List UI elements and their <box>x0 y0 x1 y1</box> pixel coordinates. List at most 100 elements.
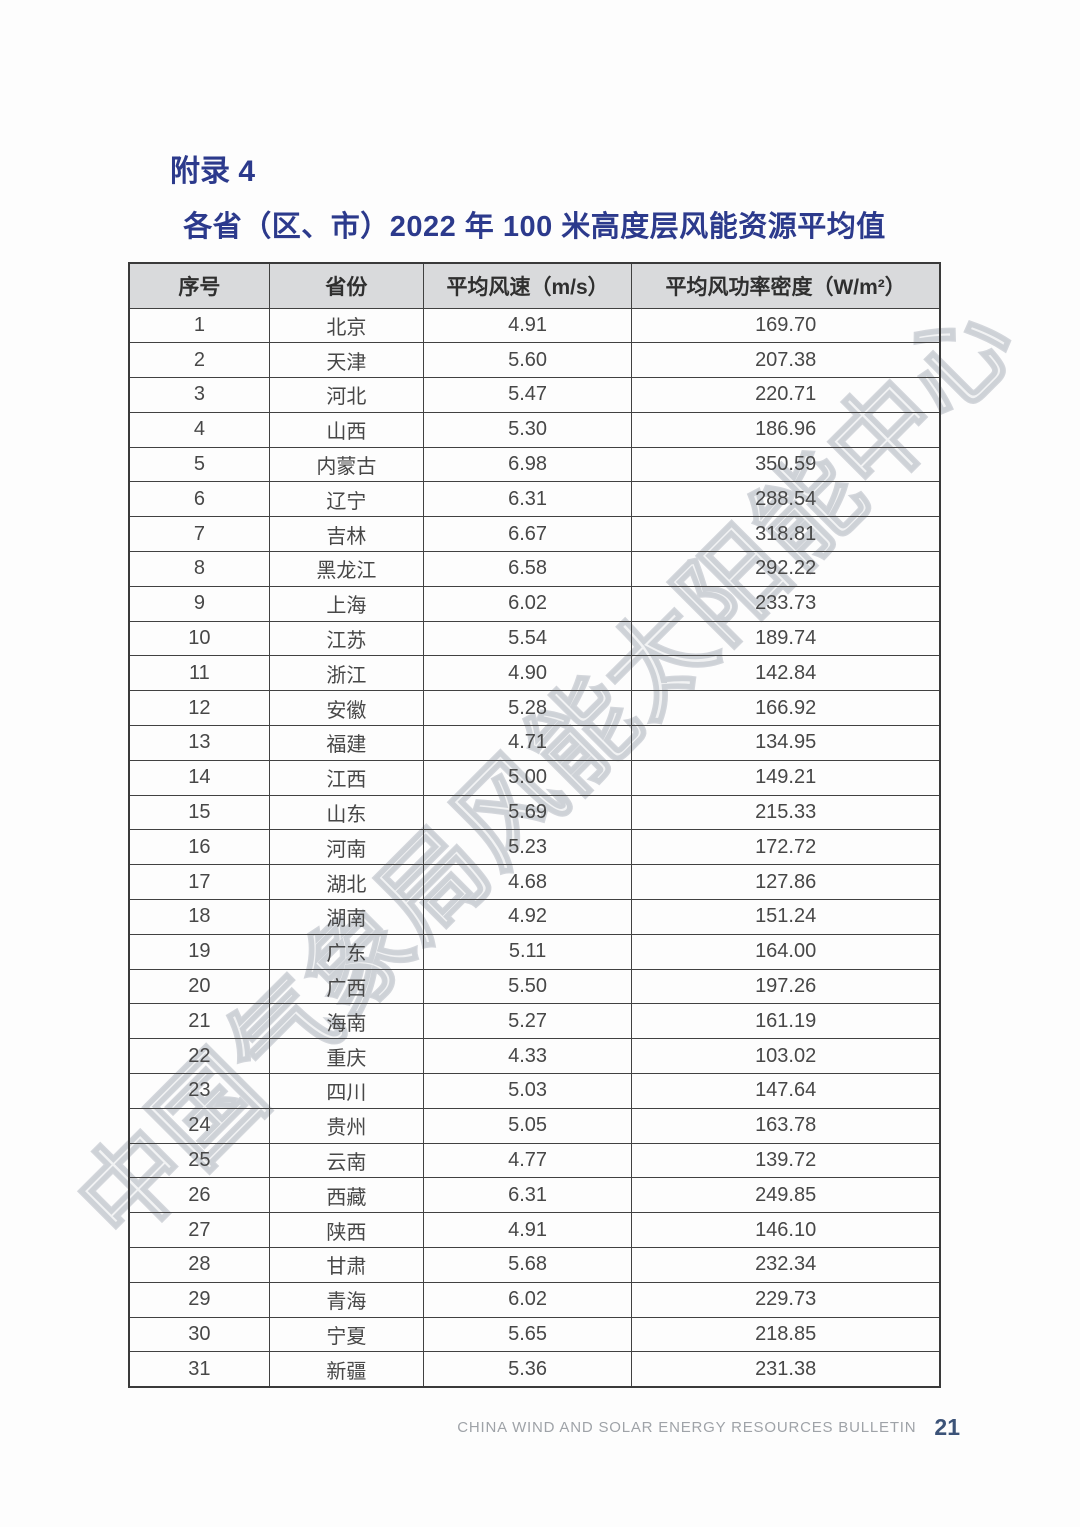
appendix-label: 附录 4 <box>170 155 256 188</box>
row-number-cell: 19 <box>128 933 270 970</box>
power-density-cell: 169.70 <box>631 307 941 344</box>
province-cell: 内蒙古 <box>268 446 424 483</box>
wind-speed-cell: 4.90 <box>422 655 633 692</box>
row-number-cell: 18 <box>128 899 270 935</box>
row-number-cell: 30 <box>128 1316 270 1353</box>
row-number-cell: 6 <box>128 481 270 518</box>
wind-speed-cell: 5.28 <box>422 690 633 727</box>
province-cell: 河北 <box>268 377 424 413</box>
table-title: 各省（区、市）2022 年 100 米高度层风能资源平均值 <box>183 211 886 243</box>
power-density-cell: 231.38 <box>631 1351 941 1388</box>
wind-speed-cell: 5.50 <box>422 968 633 1005</box>
province-cell: 四川 <box>268 1073 424 1109</box>
province-cell: 海南 <box>268 1003 424 1040</box>
row-number-cell: 29 <box>128 1281 270 1318</box>
province-cell: 广西 <box>268 968 424 1005</box>
power-density-cell: 151.24 <box>631 899 941 935</box>
power-density-cell: 232.34 <box>631 1247 941 1283</box>
wind-speed-cell: 4.33 <box>422 1038 633 1075</box>
row-number-cell: 10 <box>128 620 270 657</box>
row-number-cell: 5 <box>128 446 270 483</box>
power-density-cell: 103.02 <box>631 1038 941 1075</box>
table-row: 5 内蒙古 6.98 350.59 <box>128 446 941 483</box>
table-row: 19 广东 5.11 164.00 <box>128 933 941 970</box>
power-density-cell: 127.86 <box>631 864 941 901</box>
wind-speed-cell: 6.98 <box>422 446 633 483</box>
wind-speed-cell: 5.03 <box>422 1073 633 1109</box>
column-header-province: 省份 <box>268 262 424 309</box>
table-row: 11 浙江 4.90 142.84 <box>128 655 941 692</box>
table-row: 27 陕西 4.91 146.10 <box>128 1212 941 1249</box>
power-density-cell: 207.38 <box>631 342 941 379</box>
wind-speed-cell: 5.60 <box>422 342 633 379</box>
power-density-cell: 197.26 <box>631 968 941 1005</box>
province-cell: 安徽 <box>268 690 424 727</box>
table-row: 13 福建 4.71 134.95 <box>128 725 941 761</box>
power-density-cell: 233.73 <box>631 585 941 622</box>
wind-resources-table-container: 序号 省份 平均风速（m/s） 平均风功率密度（W/m²） 1 北京 4.91 169… <box>128 262 941 1388</box>
province-cell: 浙江 <box>268 655 424 692</box>
province-cell: 山西 <box>268 411 424 448</box>
table-row: 29 青海 6.02 229.73 <box>128 1281 941 1318</box>
wind-speed-cell: 6.31 <box>422 481 633 518</box>
province-cell: 重庆 <box>268 1038 424 1075</box>
province-cell: 上海 <box>268 585 424 622</box>
wind-speed-cell: 4.77 <box>422 1142 633 1179</box>
province-cell: 黑龙江 <box>268 551 424 587</box>
power-density-cell: 149.21 <box>631 759 941 796</box>
wind-speed-cell: 5.30 <box>422 411 633 448</box>
province-cell: 北京 <box>268 307 424 344</box>
row-number-cell: 3 <box>128 377 270 413</box>
table-row: 16 河南 5.23 172.72 <box>128 829 941 866</box>
table-row: 23 四川 5.03 147.64 <box>128 1073 941 1109</box>
province-cell: 福建 <box>268 725 424 761</box>
row-number-cell: 28 <box>128 1247 270 1283</box>
wind-speed-cell: 5.65 <box>422 1316 633 1353</box>
power-density-cell: 161.19 <box>631 1003 941 1040</box>
table-row: 30 宁夏 5.65 218.85 <box>128 1316 941 1353</box>
wind-speed-cell: 6.02 <box>422 585 633 622</box>
power-density-cell: 350.59 <box>631 446 941 483</box>
column-header-index: 序号 <box>128 262 270 309</box>
row-number-cell: 8 <box>128 551 270 587</box>
wind-speed-cell: 5.27 <box>422 1003 633 1040</box>
column-header-wind-speed: 平均风速（m/s） <box>422 262 633 309</box>
wind-speed-cell: 6.31 <box>422 1177 633 1214</box>
row-number-cell: 9 <box>128 585 270 622</box>
table-row: 3 河北 5.47 220.71 <box>128 377 941 413</box>
row-number-cell: 31 <box>128 1351 270 1388</box>
table-row: 9 上海 6.02 233.73 <box>128 585 941 622</box>
power-density-cell: 229.73 <box>631 1281 941 1318</box>
wind-resources-table: 序号 省份 平均风速（m/s） 平均风功率密度（W/m²） 1 北京 4.91 169… <box>128 262 941 1388</box>
table-row: 24 贵州 5.05 163.78 <box>128 1107 941 1144</box>
power-density-cell: 186.96 <box>631 411 941 448</box>
wind-speed-cell: 5.69 <box>422 794 633 831</box>
row-number-cell: 1 <box>128 307 270 344</box>
row-number-cell: 7 <box>128 516 270 553</box>
table-row: 17 湖北 4.68 127.86 <box>128 864 941 901</box>
table-row: 25 云南 4.77 139.72 <box>128 1142 941 1179</box>
table-row: 12 安徽 5.28 166.92 <box>128 690 941 727</box>
row-number-cell: 22 <box>128 1038 270 1075</box>
table-row: 4 山西 5.30 186.96 <box>128 411 941 448</box>
power-density-cell: 189.74 <box>631 620 941 657</box>
page-footer: CHINA WIND AND SOLAR ENERGY RESOURCES BU… <box>457 1414 960 1441</box>
power-density-cell: 318.81 <box>631 516 941 553</box>
table-row: 15 山东 5.69 215.33 <box>128 794 941 831</box>
power-density-cell: 288.54 <box>631 481 941 518</box>
power-density-cell: 172.72 <box>631 829 941 866</box>
wind-speed-cell: 6.02 <box>422 1281 633 1318</box>
row-number-cell: 4 <box>128 411 270 448</box>
table-row: 21 海南 5.27 161.19 <box>128 1003 941 1040</box>
row-number-cell: 25 <box>128 1142 270 1179</box>
province-cell: 广东 <box>268 933 424 970</box>
wind-speed-cell: 4.92 <box>422 899 633 935</box>
power-density-cell: 147.64 <box>631 1073 941 1109</box>
row-number-cell: 23 <box>128 1073 270 1109</box>
wind-speed-cell: 5.05 <box>422 1107 633 1144</box>
province-cell: 贵州 <box>268 1107 424 1144</box>
footer-bulletin-name: CHINA WIND AND SOLAR ENERGY RESOURCES BU… <box>457 1419 917 1436</box>
row-number-cell: 27 <box>128 1212 270 1249</box>
province-cell: 湖南 <box>268 899 424 935</box>
table-row: 20 广西 5.50 197.26 <box>128 968 941 1005</box>
